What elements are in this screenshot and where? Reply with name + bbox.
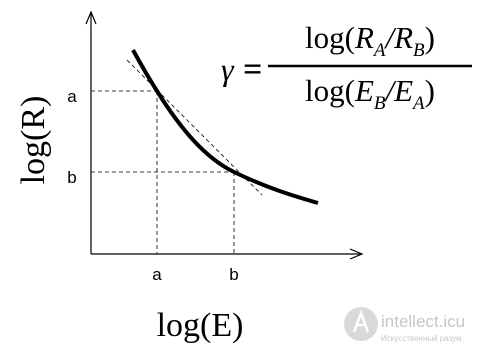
y-tick-label: b — [67, 168, 76, 187]
y-tick-label: a — [67, 87, 77, 106]
x-arrow — [349, 248, 364, 260]
x-tick-label: b — [229, 265, 238, 284]
denominator: log(EB/EA) — [305, 73, 435, 114]
text: ) — [425, 20, 435, 55]
text: E — [393, 73, 413, 108]
text: ) — [425, 73, 435, 108]
numerator: log(RA/RB) — [305, 20, 435, 61]
formula-lhs: γ — [221, 51, 235, 87]
text: / — [383, 73, 396, 108]
text: log( — [305, 73, 355, 108]
watermark-tagline: Искусственный разум — [381, 334, 462, 343]
watermark-site: intellect.icu — [381, 312, 465, 331]
subscript: A — [372, 40, 386, 61]
y-arrow — [85, 10, 97, 25]
text: log( — [305, 20, 355, 55]
x-tick-label: a — [152, 265, 162, 284]
watermark: intellect.icu Искусственный разум — [344, 307, 465, 343]
subscript: A — [411, 93, 425, 114]
subscript: B — [413, 40, 425, 61]
formula-equals: = — [243, 51, 262, 88]
text: R — [393, 20, 413, 55]
subscript: B — [374, 93, 386, 114]
watermark-logo-mark — [352, 309, 370, 333]
axes — [85, 10, 364, 260]
guides — [91, 59, 263, 254]
y-axis-label: log(R) — [15, 96, 52, 185]
curve — [131, 49, 319, 205]
text: R — [354, 20, 374, 55]
text: / — [383, 20, 396, 55]
x-axis-label: log(E) — [157, 307, 244, 344]
text: E — [354, 73, 374, 108]
